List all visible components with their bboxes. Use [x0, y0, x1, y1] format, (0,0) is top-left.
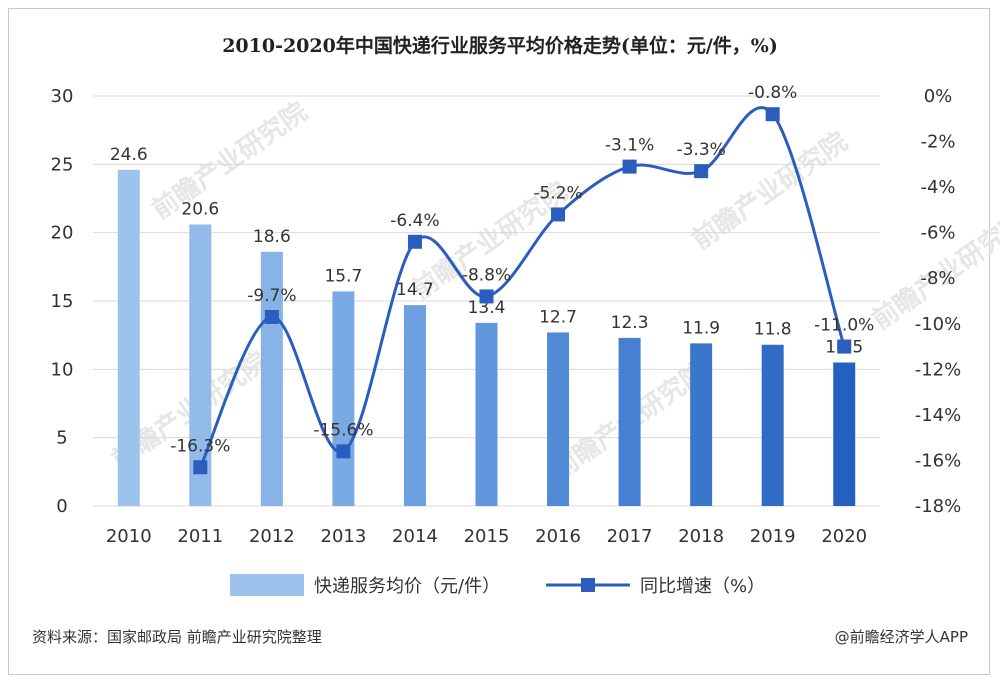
- legend-bar-label: 快递服务均价（元/件）: [314, 576, 500, 597]
- y-right-tick: -4%: [920, 177, 955, 198]
- y-left-tick: 25: [51, 154, 74, 175]
- legend-line-label: 同比增速（%）: [640, 576, 765, 597]
- line-value-label: -15.6%: [313, 420, 373, 440]
- line-marker: [551, 207, 566, 222]
- x-tick: 2014: [392, 526, 438, 547]
- legend-bar-swatch: [230, 574, 304, 596]
- x-tick: 2011: [177, 526, 223, 547]
- chart-frame: [8, 8, 990, 675]
- bar: [475, 322, 498, 506]
- line-series: [193, 106, 852, 475]
- bar-value-label: 12.3: [611, 313, 649, 333]
- y-right-axis: 0% -2% -4% -6% -8% -10% -12% -14% -16% -18%: [915, 86, 962, 517]
- bar: [332, 291, 355, 506]
- x-tick: 2019: [750, 526, 796, 547]
- x-tick: 2018: [678, 526, 724, 547]
- y-left-tick: 20: [51, 223, 74, 244]
- y-right-tick: -16%: [915, 450, 962, 471]
- bar-value-label: 12.7: [539, 307, 577, 327]
- y-left-tick: 0: [56, 496, 67, 517]
- watermark-0: 前瞻产业研究院: [146, 96, 313, 226]
- bar: [403, 305, 426, 506]
- bar: [761, 344, 784, 506]
- brand-credit: @前瞻经济学人APP: [835, 628, 968, 646]
- line-marker: [336, 444, 351, 459]
- y-right-tick: -2%: [920, 132, 955, 153]
- bar-value-label: 11.9: [682, 318, 720, 338]
- bar-value-label: 18.6: [253, 227, 291, 247]
- line-marker: [264, 309, 279, 324]
- x-tick: 2012: [249, 526, 295, 547]
- line-marker: [479, 289, 494, 304]
- line-value-label: -8.8%: [462, 265, 511, 285]
- y-left-tick: 5: [56, 428, 67, 449]
- legend-line-marker: [581, 578, 595, 592]
- bar-value-label: 14.7: [396, 280, 434, 300]
- x-tick: 2015: [464, 526, 510, 547]
- line-value-label: -11.0%: [814, 316, 874, 336]
- legend: 快递服务均价（元/件） 同比增速（%）: [230, 574, 765, 597]
- source-note: 资料来源：国家邮政局 前瞻产业研究院整理: [32, 628, 322, 646]
- y-right-tick: -10%: [915, 314, 962, 335]
- line-labels: -16.3% -9.7% -15.6% -6.4% -8.8% -5.2% -3.1% -3.…: [170, 83, 874, 456]
- bar: [547, 332, 570, 506]
- line-value-label: -3.1%: [605, 136, 654, 156]
- bar: [690, 343, 713, 506]
- x-tick: 2017: [607, 526, 653, 547]
- bar: [833, 362, 856, 506]
- line-marker: [193, 460, 208, 475]
- line-value-label: -5.2%: [533, 183, 582, 203]
- y-right-tick: 0%: [924, 86, 953, 107]
- y-right-tick: -14%: [915, 405, 962, 426]
- x-tick: 2020: [821, 526, 867, 547]
- line-value-label: -6.4%: [390, 211, 439, 231]
- line-value-label: -16.3%: [170, 436, 230, 456]
- bar: [117, 169, 140, 507]
- bar-labels: 24.6 20.6 18.6 15.7 14.7 13.4 12.7 12.3 11.9 11.8…: [110, 145, 863, 358]
- x-tick: 2016: [535, 526, 581, 547]
- y-left-axis: 0 5 10 15 20 25 30: [51, 86, 74, 517]
- y-right-tick: -6%: [920, 223, 955, 244]
- line-value-label: -3.3%: [676, 140, 725, 160]
- y-left-tick: 30: [51, 86, 74, 107]
- y-right-tick: -8%: [920, 268, 955, 289]
- bar: [189, 224, 212, 506]
- line-value-label: -0.8%: [748, 83, 797, 103]
- x-tick: 2010: [106, 526, 152, 547]
- y-left-tick: 10: [51, 359, 74, 380]
- line-marker: [622, 159, 637, 174]
- y-left-tick: 15: [51, 291, 74, 312]
- bar-value-label: 20.6: [181, 199, 219, 219]
- bar: [618, 337, 641, 506]
- chart-title: 2010-2020年中国快递行业服务平均价格走势(单位：元/件，%): [222, 34, 778, 57]
- bar-value-label: 15.7: [324, 266, 362, 286]
- x-axis: 2010 2011 2012 2013 2014 2015 2016 2017 2018 2019…: [106, 526, 867, 547]
- y-right-tick: -18%: [915, 496, 962, 517]
- bar-value-label: 24.6: [110, 145, 148, 165]
- x-tick: 2013: [321, 526, 367, 547]
- bar-value-label: 11.8: [754, 320, 792, 340]
- line-marker: [407, 234, 422, 249]
- bar-value-label: 13.4: [468, 298, 506, 318]
- line-path: [198, 106, 846, 468]
- line-marker: [765, 107, 780, 122]
- line-marker: [837, 339, 852, 354]
- y-right-tick: -12%: [915, 359, 962, 380]
- line-value-label: -9.7%: [247, 286, 296, 306]
- line-marker: [694, 164, 709, 179]
